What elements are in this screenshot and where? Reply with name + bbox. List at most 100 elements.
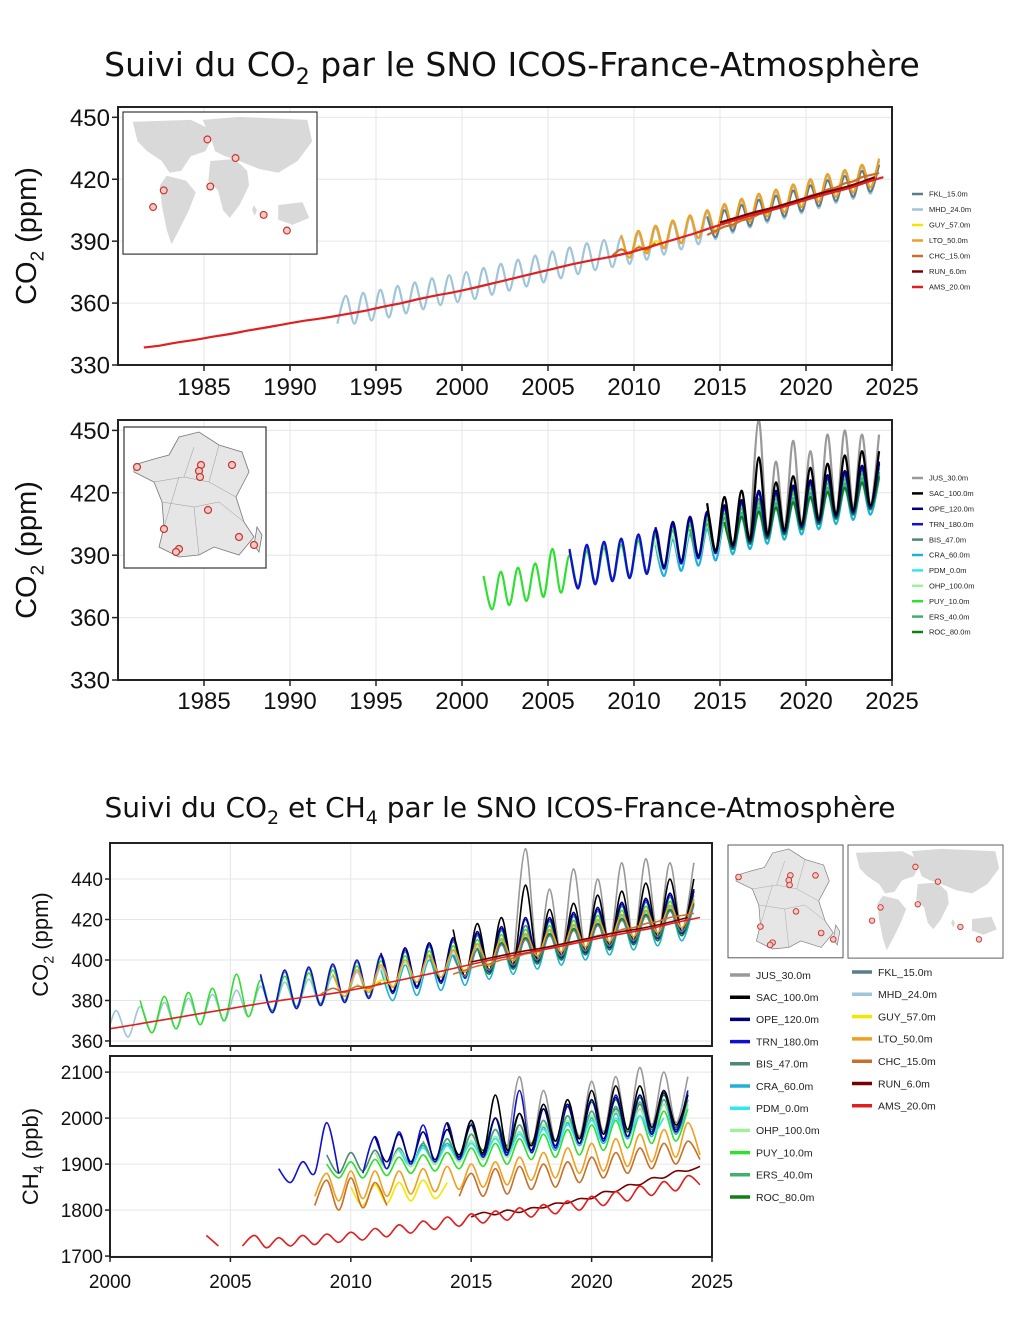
legend-label: FKL_15.0m [929,190,968,199]
bottom-title-sub1: 2 [267,807,279,829]
y-tick-label: 420 [70,480,110,507]
legend-label: MHD_24.0m [929,205,971,214]
y-axis-label-pre: CO [28,964,53,997]
x-tick-label: 2025 [865,688,918,715]
series-line-AMS_20.0m [110,916,701,1030]
legend-item: TRN_180.0m [730,1036,819,1048]
series-line-AMS_20.0m [241,1174,701,1249]
legend-label: CRA_60.0m [929,551,970,560]
bottom-title-post: par le SNO ICOS-France-Atmosphère [378,791,896,824]
legend-label: OHP_100.0m [756,1125,820,1137]
bottom-title-sub2: 4 [366,807,378,829]
legend-label: TRN_180.0m [929,520,974,529]
legend-label: AMS_20.0m [878,1101,936,1113]
legend-item: OPE_120.0m [912,505,974,514]
legend-item: FKL_15.0m [912,190,968,199]
x-tick-label: 1995 [349,688,402,715]
x-tick-label: 1990 [263,688,316,715]
legend-item: LTO_50.0m [852,1034,933,1046]
legend-item: GUY_57.0m [852,1011,936,1023]
legend-item: OHP_100.0m [730,1125,820,1137]
x-tick-label: 2020 [570,1272,612,1293]
series-line-PUY_10.0m [139,894,695,1034]
legend-label: BIS_47.0m [929,535,966,544]
x-tick-label: 1995 [349,374,402,401]
legend-label: JUS_30.0m [929,474,968,483]
legend-label: GUY_57.0m [878,1011,936,1023]
legend-item: PDM_0.0m [912,566,967,575]
series-group [205,1066,701,1249]
series-line-CHC_15.0m [313,1177,388,1211]
panels: 330 360 390 420 450 1985 1990 1995 2000 2005 2010 2… [11,105,919,1293]
y-axis-label-post: (ppm) [11,481,43,565]
series-line-AMS_20.0m [205,1234,219,1247]
legends: FKL_15.0m MHD_24.0m GUY_57.0m LTO_50.0m CHC_… [730,190,974,1204]
y-tick-label: 1700 [61,1247,103,1268]
y-tick-label: 380 [71,991,103,1012]
legend-item: JUS_30.0m [730,970,811,982]
series-line-ROC_80.0m [476,903,695,975]
plot-frame [109,842,713,1047]
series-line-RUN_6.0m [470,1165,701,1218]
legend-label: ERS_40.0m [756,1170,813,1182]
legend-label: OPE_120.0m [756,1014,819,1026]
legend-label: CHC_15.0m [878,1056,936,1068]
legend-label: OPE_120.0m [929,505,974,514]
series-line-LTO_50.0m [313,1121,701,1202]
series-line-LTO_50.0m [620,158,881,259]
x-tick-label: 2005 [209,1272,251,1293]
y-tick-label: 390 [70,543,110,570]
x-tick-label: 2000 [435,374,488,401]
world-map-inset-top [122,111,318,255]
series-line-CHC_15.0m [458,1140,701,1198]
y-axis-label: CO2 (ppm) [11,167,47,305]
legend-item: BIS_47.0m [912,535,966,544]
y-tick-label: 360 [70,291,110,318]
france-map-inset-middle [123,426,267,569]
series-line-TRN_180.0m [277,1121,340,1184]
series-group [143,158,884,349]
y-tick-label: 2100 [61,1063,103,1084]
y-axis-label: CO2 (ppm) [28,892,58,997]
legend-label: OHP_100.0m [929,582,974,591]
legend-label: CRA_60.0m [756,1081,813,1093]
x-tick-label: 2005 [521,688,574,715]
series-line-GUY_57.0m [350,1179,448,1207]
world-map-inset-bottom [847,844,1004,959]
legend-label: GUY_57.0m [929,221,970,230]
y-axis-label-sub: 2 [26,251,47,261]
legend-label: FKL_15.0m [878,967,933,979]
legend-item: ERS_40.0m [730,1170,813,1182]
legend-item: CRA_60.0m [912,551,970,560]
series-line-TRN_180.0m [568,463,881,590]
series-line-SAC_100.0m [446,1085,689,1156]
legend-item: CRA_60.0m [730,1081,813,1093]
y-tick-label: 450 [70,105,110,132]
x-tick-label: 2015 [693,688,746,715]
legend-item: CHC_15.0m [912,252,970,261]
legend-label: CHC_15.0m [929,252,970,261]
y-tick-label: 420 [71,910,103,931]
y-tick-label: 1900 [61,1155,103,1176]
legend-label: LTO_50.0m [878,1034,933,1046]
y-tick-label: 1800 [61,1201,103,1222]
y-axis-label-post: (ppb) [18,1108,43,1165]
legend-label: RUN_6.0m [878,1078,930,1090]
y-axis-label: CO2 (ppm) [11,481,47,619]
y-tick-label: 390 [70,229,110,256]
x-tick-label: 2010 [330,1272,372,1293]
series-line-FKL_15.0m [706,164,881,239]
legend-label: TRN_180.0m [756,1036,819,1048]
plot-frame [117,106,893,366]
series-line-TRN_180.0m [259,890,695,1014]
x-tick-label: 1985 [177,688,230,715]
series-line-LTO_50.0m [331,898,695,998]
legend-label: BIS_47.0m [756,1059,808,1071]
series-line-RUN_6.0m [719,176,876,224]
legend-item: LTO_50.0m [912,236,968,245]
series-group [482,420,881,611]
series-group [110,847,701,1038]
x-tick-label: 1985 [177,374,230,401]
legend-item: OPE_120.0m [730,1014,819,1026]
legend-label: ROC_80.0m [929,628,971,637]
